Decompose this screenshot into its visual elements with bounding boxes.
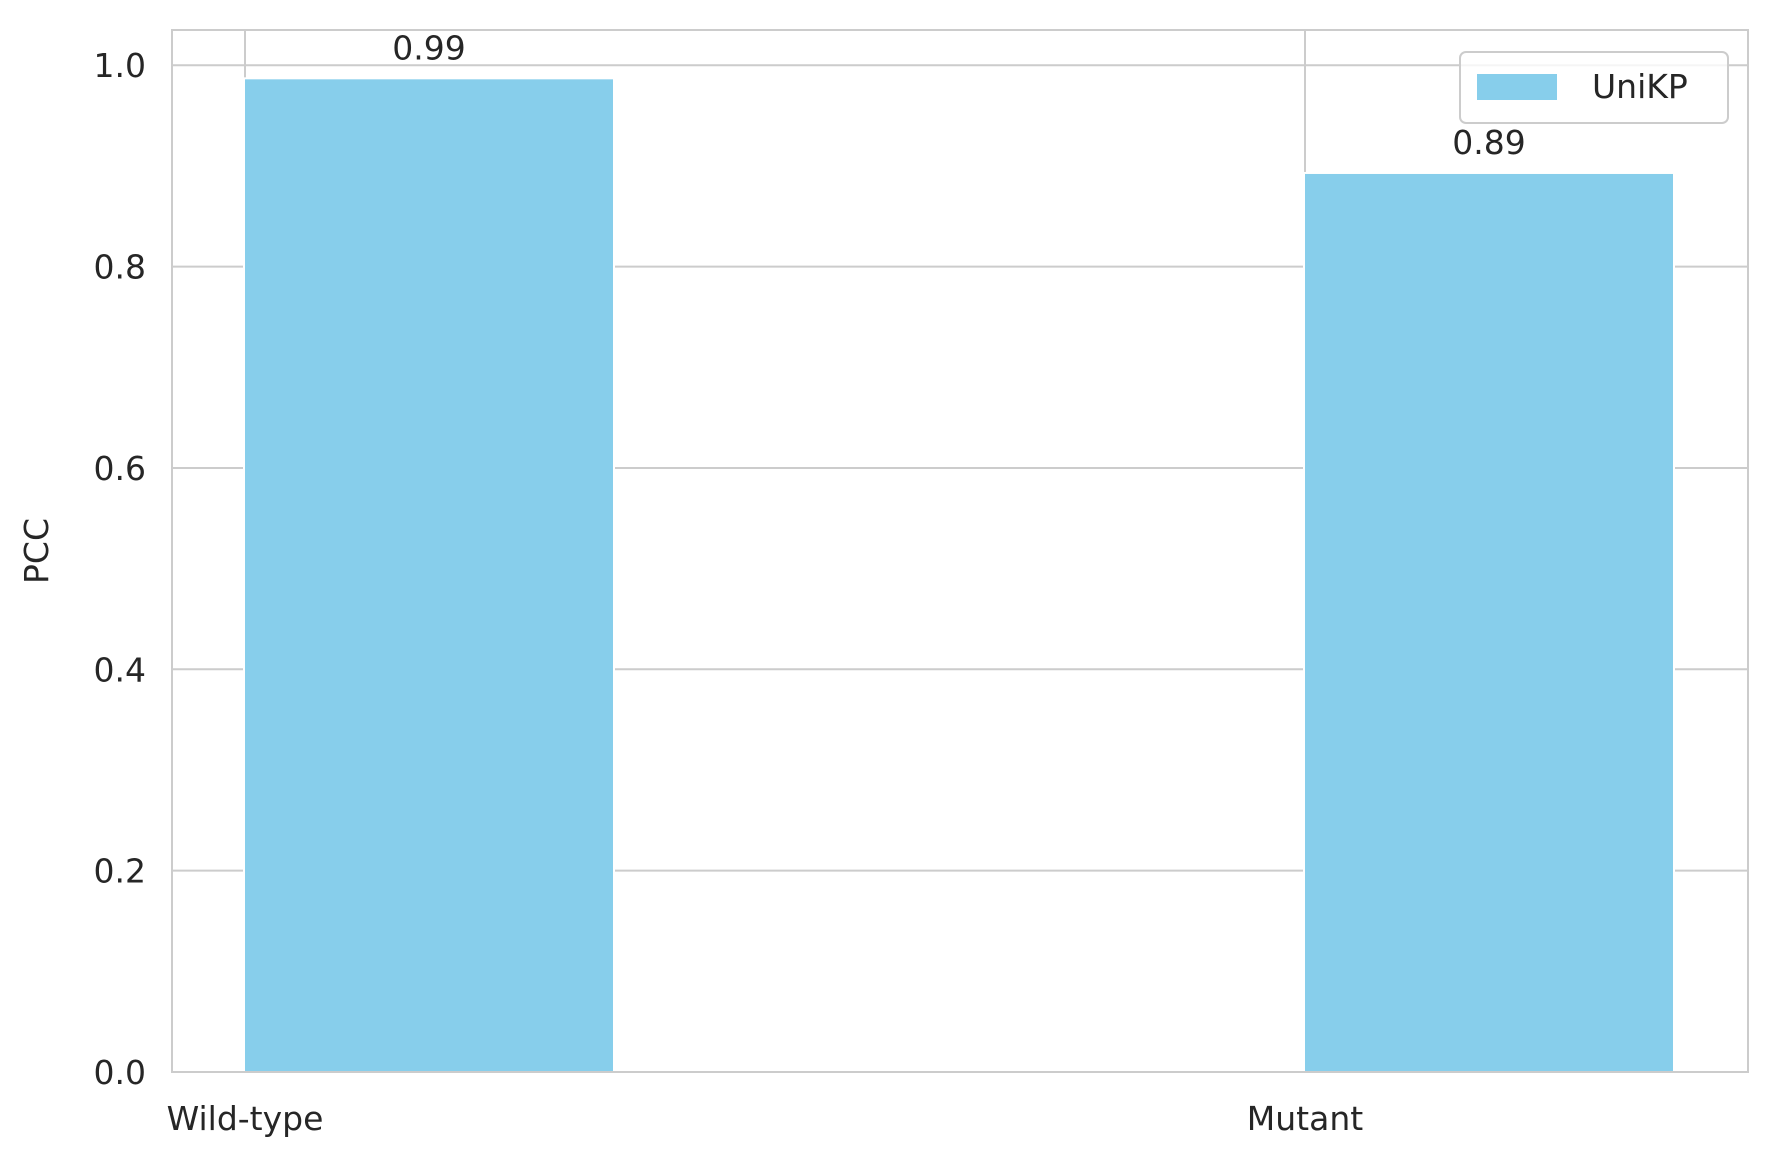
plot-frame <box>171 29 1749 1073</box>
legend-swatch <box>1477 74 1557 100</box>
y-tick-label-0: 0.0 <box>94 1053 146 1092</box>
bar-1 <box>1305 173 1673 1072</box>
x-tick-label-0: Wild-type <box>167 1099 324 1138</box>
bar-0 <box>245 79 613 1072</box>
y-tick-labels: 0.0 0.2 0.4 0.6 0.8 1.0 <box>94 46 146 1092</box>
bar-value-labels: 0.99 0.89 <box>392 28 1525 162</box>
bar-value-label-1: 0.89 <box>1452 123 1525 162</box>
legend-label: UniKP <box>1592 67 1688 106</box>
y-tick-label-5: 1.0 <box>94 46 146 85</box>
legend-box <box>1459 51 1729 124</box>
x-tick-label-1: Mutant <box>1247 1099 1363 1138</box>
y-axis-label: PCC <box>17 518 56 584</box>
bars <box>243 77 1675 1072</box>
y-tick-label-4: 0.8 <box>94 248 146 287</box>
legend: UniKP <box>1459 51 1729 124</box>
y-tick-label-3: 0.6 <box>94 449 146 488</box>
x-tick-labels: Wild-type Mutant <box>167 1099 1364 1138</box>
y-tick-label-1: 0.2 <box>94 852 146 891</box>
bar-value-label-0: 0.99 <box>392 28 465 67</box>
y-tick-label-2: 0.4 <box>94 650 146 689</box>
